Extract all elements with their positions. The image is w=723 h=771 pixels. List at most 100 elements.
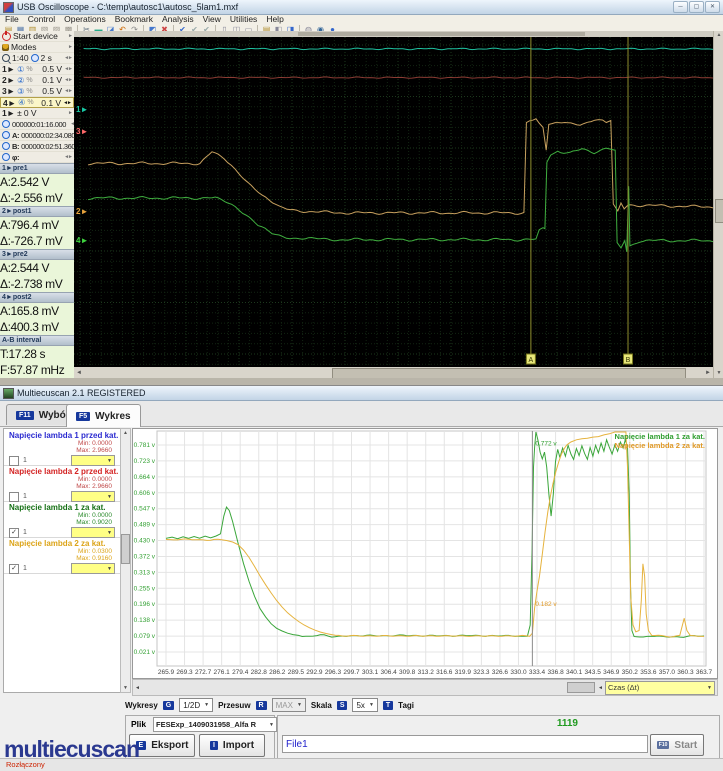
oscilloscope-app-icon — [3, 2, 14, 13]
scope-grid — [74, 37, 713, 367]
channel-2-range: 0.1 V — [42, 75, 62, 85]
spinner-arrows-icon[interactable]: ◄► — [64, 66, 72, 72]
signal-checkbox[interactable] — [9, 456, 19, 466]
chevron-down-icon: ▼ — [107, 566, 112, 572]
expand-arrow-icon[interactable]: ► — [68, 44, 72, 50]
signal-checkbox[interactable]: ✓ — [9, 528, 19, 538]
measurement-header-4: 4►post2 — [0, 292, 74, 303]
spinner-arrows-icon[interactable]: ◄► — [64, 88, 72, 94]
coupling-icon: % — [27, 99, 33, 106]
minimize-button[interactable]: ─ — [673, 1, 688, 13]
scrollbar-thumb[interactable] — [715, 199, 723, 223]
trigger-symbols: ± — [17, 108, 22, 118]
menu-bookmark[interactable]: Bookmark — [115, 15, 153, 24]
start-button[interactable]: F10 Start — [650, 734, 704, 756]
svg-text:346.9: 346.9 — [603, 669, 620, 676]
svg-text:357.0: 357.0 — [659, 669, 676, 676]
import-button[interactable]: I Import — [199, 734, 265, 757]
channel-2-row[interactable]: 2►②%0.1 V◄► — [0, 75, 74, 86]
signal-card-2: Napięcie lambda 2 przed kat.Min: 0.0000M… — [4, 465, 120, 502]
spinner-arrows-icon[interactable]: ◄► — [64, 55, 72, 61]
multiecuscan-tabbar: F11 Wybór F5 Wykres — [0, 401, 723, 427]
scrollbar-thumb[interactable] — [298, 32, 586, 36]
scrollbar-thumb[interactable] — [567, 682, 595, 693]
skala-dropdown[interactable]: 5x▼ — [352, 698, 377, 712]
channel-1-range: 0.5 V — [42, 64, 62, 74]
time-row-2[interactable]: A:000000:02:34.080◄► — [0, 130, 74, 141]
scrollbar-thumb[interactable] — [121, 534, 130, 564]
svg-text:303.1: 303.1 — [362, 669, 379, 676]
svg-text:289.5: 289.5 — [288, 669, 305, 676]
channel-3-row[interactable]: 3►③%0.5 V◄► — [0, 86, 74, 97]
spinner-arrows-icon[interactable]: ◄► — [64, 154, 72, 160]
scroll-down-icon[interactable]: ▼ — [714, 369, 723, 378]
time-row-3[interactable]: B:000000:02:51.360◄► — [0, 141, 74, 152]
channel-3-range: 0.5 V — [42, 86, 62, 96]
coupling-icon: % — [26, 66, 32, 73]
svg-text:0.196 v: 0.196 v — [134, 601, 156, 608]
scroll-left-icon[interactable]: ◄ — [74, 370, 84, 376]
scroll-down-icon[interactable]: ▼ — [121, 684, 130, 692]
trace-ch3-pre2 — [84, 77, 713, 78]
channel-marker-4: 4► — [76, 236, 88, 245]
signal-checkbox[interactable] — [9, 492, 19, 502]
trigger-row[interactable]: 1► ± 0 V ► — [0, 108, 74, 119]
expand-arrow-icon[interactable]: ► — [68, 33, 72, 39]
menu-file[interactable]: File — [5, 15, 19, 24]
measurement-header-5: A-B interval — [0, 335, 74, 346]
close-button[interactable]: ✕ — [705, 1, 720, 13]
coupling-icon: % — [26, 88, 32, 95]
menu-analysis[interactable]: Analysis — [162, 15, 194, 24]
xaxis-prev-icon[interactable]: ◄ — [596, 685, 605, 691]
scope-horizontal-scrollbar[interactable]: ◄ ► — [74, 367, 713, 378]
xaxis-mode-dropdown[interactable]: Czas (Δt) ▼ — [605, 681, 715, 695]
scope-plot-area[interactable]: 1►3►2►4►AB — [74, 37, 713, 367]
svg-text:0.781 v: 0.781 v — [134, 442, 156, 449]
menu-control[interactable]: Control — [28, 15, 55, 24]
channel-4-row[interactable]: 4►④%0.1 V◄► — [0, 97, 74, 108]
f5-key-badge: F5 — [76, 412, 90, 421]
modes-button[interactable]: Modes ► — [0, 42, 74, 53]
zoom-value: 1:40 — [12, 53, 29, 63]
channel-1-row[interactable]: 1►①%0.5 V◄► — [0, 64, 74, 75]
signal-color-dropdown[interactable]: ▼ — [71, 563, 115, 574]
chart-horizontal-scrollbar[interactable] — [142, 680, 596, 695]
menu-operations[interactable]: Operations — [64, 15, 106, 24]
signal-min: Min: 0.0000 — [78, 440, 112, 447]
scroll-up-icon[interactable]: ▲ — [714, 31, 723, 40]
magnifier-icon — [2, 54, 10, 62]
spinner-arrows-icon[interactable]: ◄► — [64, 77, 72, 83]
timebase-clock-icon — [31, 54, 39, 62]
menu-view[interactable]: View — [203, 15, 221, 24]
menu-utilities[interactable]: Utilities — [230, 15, 257, 24]
menu-help[interactable]: Help — [266, 15, 283, 24]
tab-wykres[interactable]: F5 Wykres — [66, 404, 141, 427]
signal-card-3: Napięcie lambda 1 za kat.Min: 0.0000Max:… — [4, 501, 120, 538]
svg-text:353.6: 353.6 — [640, 669, 657, 676]
scope-vertical-scrollbar[interactable]: ▲ ▼ — [713, 31, 723, 378]
scroll-left-icon[interactable]: ◄ — [133, 685, 142, 691]
scroll-right-icon[interactable]: ► — [703, 370, 713, 376]
expand-arrow-icon[interactable]: ► — [68, 110, 72, 116]
signal-list-scrollbar[interactable]: ▲ ▼ — [120, 428, 131, 693]
plik-dropdown[interactable]: FESExp_1409031958_Alfa R ▼ — [153, 717, 277, 732]
signal-checkbox[interactable]: ✓ — [9, 564, 19, 574]
spinner-arrows-icon[interactable]: ◄► — [63, 100, 71, 106]
svg-text:296.3: 296.3 — [325, 669, 342, 676]
maximize-button[interactable]: ▢ — [689, 1, 704, 13]
zoom-timebase-row[interactable]: 1:40 2 s ◄► — [0, 53, 74, 64]
svg-text:0.489 v: 0.489 v — [134, 522, 156, 529]
scroll-up-icon[interactable]: ▲ — [121, 429, 130, 437]
time-row-4[interactable]: φ:◄► — [0, 152, 74, 163]
i-key-badge: I — [210, 741, 218, 750]
svg-text:0.606 v: 0.606 v — [134, 490, 156, 497]
file-name-input[interactable] — [282, 735, 648, 753]
lambda-chart[interactable]: 265.9269.3272.7276.1279.4282.8286.2289.5… — [132, 428, 718, 679]
svg-text:0.255 v: 0.255 v — [134, 585, 156, 592]
signal-max: Max: 2.9660 — [76, 483, 112, 490]
time-row-1[interactable]: 000000:01:16.000◄► — [0, 119, 74, 130]
przesuw-dropdown[interactable]: MAX▼ — [272, 698, 306, 712]
wykresy-dropdown[interactable]: 1/2D▼ — [179, 698, 213, 712]
start-device-button[interactable]: Start device ► — [0, 31, 74, 42]
svg-text:336.8: 336.8 — [547, 669, 564, 676]
